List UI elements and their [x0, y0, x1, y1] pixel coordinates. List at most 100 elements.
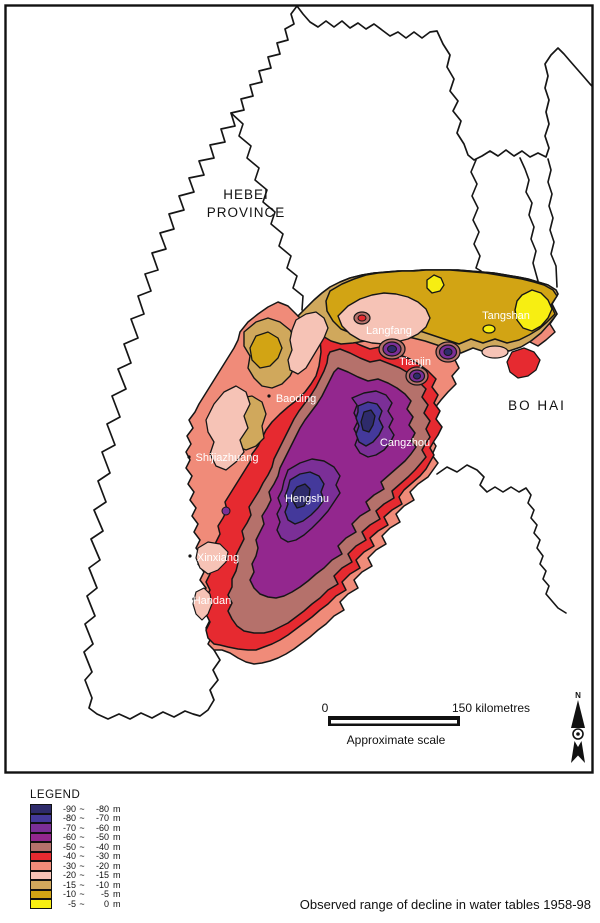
legend-to: -50 — [95, 832, 109, 843]
contour-band-5-0-east — [514, 289, 553, 332]
shandong-boundary-line — [436, 464, 567, 614]
legend-row: -90 ~ -80 m — [30, 804, 121, 814]
legend-unit: m — [113, 841, 121, 852]
province-label-line2: PROVINCE — [207, 205, 286, 220]
legend-from: -70 — [62, 822, 76, 833]
city-label-tangshan: Tangshan — [482, 310, 530, 322]
legend-unit: m — [113, 803, 121, 814]
city-dot-handan — [192, 597, 196, 601]
legend-swatch — [30, 842, 52, 852]
legend-unit: m — [113, 813, 121, 824]
scale-bar: 0 150 kilometres Approximate scale — [322, 701, 530, 747]
legend-unit: m — [113, 889, 121, 900]
legend-to: -30 — [95, 851, 109, 862]
north-label: N — [575, 691, 581, 700]
figure-caption: Observed range of decline in water table… — [299, 897, 591, 912]
legend-to: -40 — [95, 841, 109, 852]
legend-to: -15 — [95, 870, 109, 881]
province-west-boundary — [83, 5, 298, 720]
inner-mountain-boundary — [230, 112, 304, 311]
legend-to: -20 — [95, 860, 109, 871]
legend-swatch — [30, 823, 52, 833]
contour-band-90-80-cangzhou — [360, 409, 376, 433]
legend-swatch — [30, 899, 52, 909]
contour-band-5-0-top — [426, 274, 445, 294]
city-label-handan: Handan — [193, 595, 232, 607]
northeast-boundary-segment — [547, 158, 558, 288]
contour-band-90-80-hengshu — [292, 483, 311, 509]
city-label-tianjin: Tianjin — [399, 356, 431, 368]
legend-separator: ~ — [79, 889, 85, 900]
west-violet-dot — [221, 506, 231, 516]
legend-title: LEGEND — [30, 789, 81, 801]
city-dot-baoding — [267, 394, 271, 398]
legend-row: -50 ~ -40 m — [30, 842, 121, 852]
pink-pocket-tangshan — [481, 345, 509, 359]
legend-unit: m — [113, 870, 121, 881]
red-pocket-tangshan-southeast — [506, 347, 541, 379]
city-label-xinxiang: Xinxiang — [197, 552, 239, 564]
legend-swatch — [30, 813, 52, 823]
legend-swatch — [30, 880, 52, 890]
tianjin-depression-spots — [378, 338, 461, 386]
legend-to: 0 — [103, 898, 109, 909]
legend-swatch — [30, 889, 52, 899]
legend-swatch — [30, 832, 52, 842]
legend-separator: ~ — [79, 851, 85, 862]
legend-separator: ~ — [79, 841, 85, 852]
legend-separator: ~ — [79, 898, 85, 909]
province-north-boundary — [296, 5, 593, 161]
north-arrow-hub-dot — [576, 732, 580, 736]
map-frame-border — [4, 4, 594, 774]
legend-from: -10 — [62, 889, 76, 900]
legend-row: -10 ~ -5 m — [30, 889, 121, 900]
legend-unit: m — [113, 860, 121, 871]
legend-separator: ~ — [79, 860, 85, 871]
pink-pocket-baoding-strip — [287, 311, 329, 375]
legend-unit: m — [113, 898, 121, 909]
pink-pocket-langfang — [337, 292, 431, 345]
legend-separator: ~ — [79, 803, 85, 814]
city-label-langfang: Langfang — [366, 325, 412, 337]
pink-pocket-shijiazhuang — [205, 385, 251, 471]
north-arrow-tail — [571, 741, 585, 763]
legend-to: -5 — [100, 889, 109, 900]
legend-swatch — [30, 804, 52, 814]
legend-row: -30 ~ -20 m — [30, 861, 121, 871]
legend-from: -40 — [62, 851, 76, 862]
province-label-line1: HEBEI — [223, 187, 269, 202]
contour-band-5-0-small — [482, 324, 496, 334]
city-label-cangzhou: Cangzhou — [380, 437, 430, 449]
legend-separator: ~ — [79, 832, 85, 843]
legend-row: -5 ~0 m — [30, 899, 121, 909]
city-labels: Langfang Tangshan Tianjin Baoding Cangzh… — [193, 310, 530, 607]
legend-separator: ~ — [79, 870, 85, 881]
legend-row: -40 ~ -30 m — [30, 851, 121, 862]
langfang-red-core — [357, 314, 367, 322]
gold-pocket-northwest — [249, 331, 283, 369]
city-label-baoding: Baoding — [276, 393, 316, 405]
legend-unit: m — [113, 851, 121, 862]
legend-unit: m — [113, 822, 121, 833]
legend-unit: m — [113, 879, 121, 890]
legend-from: -80 — [62, 813, 76, 824]
legend-row: -60 ~ -50 m — [30, 832, 121, 843]
north-arrow-icon: N — [571, 691, 585, 763]
beijing-east-boundary-segment — [519, 157, 539, 282]
legend-from: -20 — [62, 870, 76, 881]
spot-core-navy — [443, 348, 453, 356]
legend-row: -15 ~ -10 m — [30, 880, 121, 890]
legend-separator: ~ — [79, 813, 85, 824]
legend-from: -60 — [62, 832, 76, 843]
legend-row: -20 ~ -15 m — [30, 870, 121, 881]
city-dot-xinxiang — [188, 554, 192, 558]
legend-to: -80 — [95, 803, 109, 814]
legend-from: -5 — [67, 898, 76, 909]
legend-swatch — [30, 851, 52, 861]
pink-pocket-xinxiang — [195, 541, 229, 575]
scale-bar-stripe — [331, 720, 457, 724]
legend: LEGEND -90 ~ -80 m -80 ~ -70 m -70 ~ -60 m -60 ~ -5… — [30, 789, 121, 909]
spot-core-navy — [387, 345, 397, 353]
pink-pocket-handan — [192, 587, 213, 621]
